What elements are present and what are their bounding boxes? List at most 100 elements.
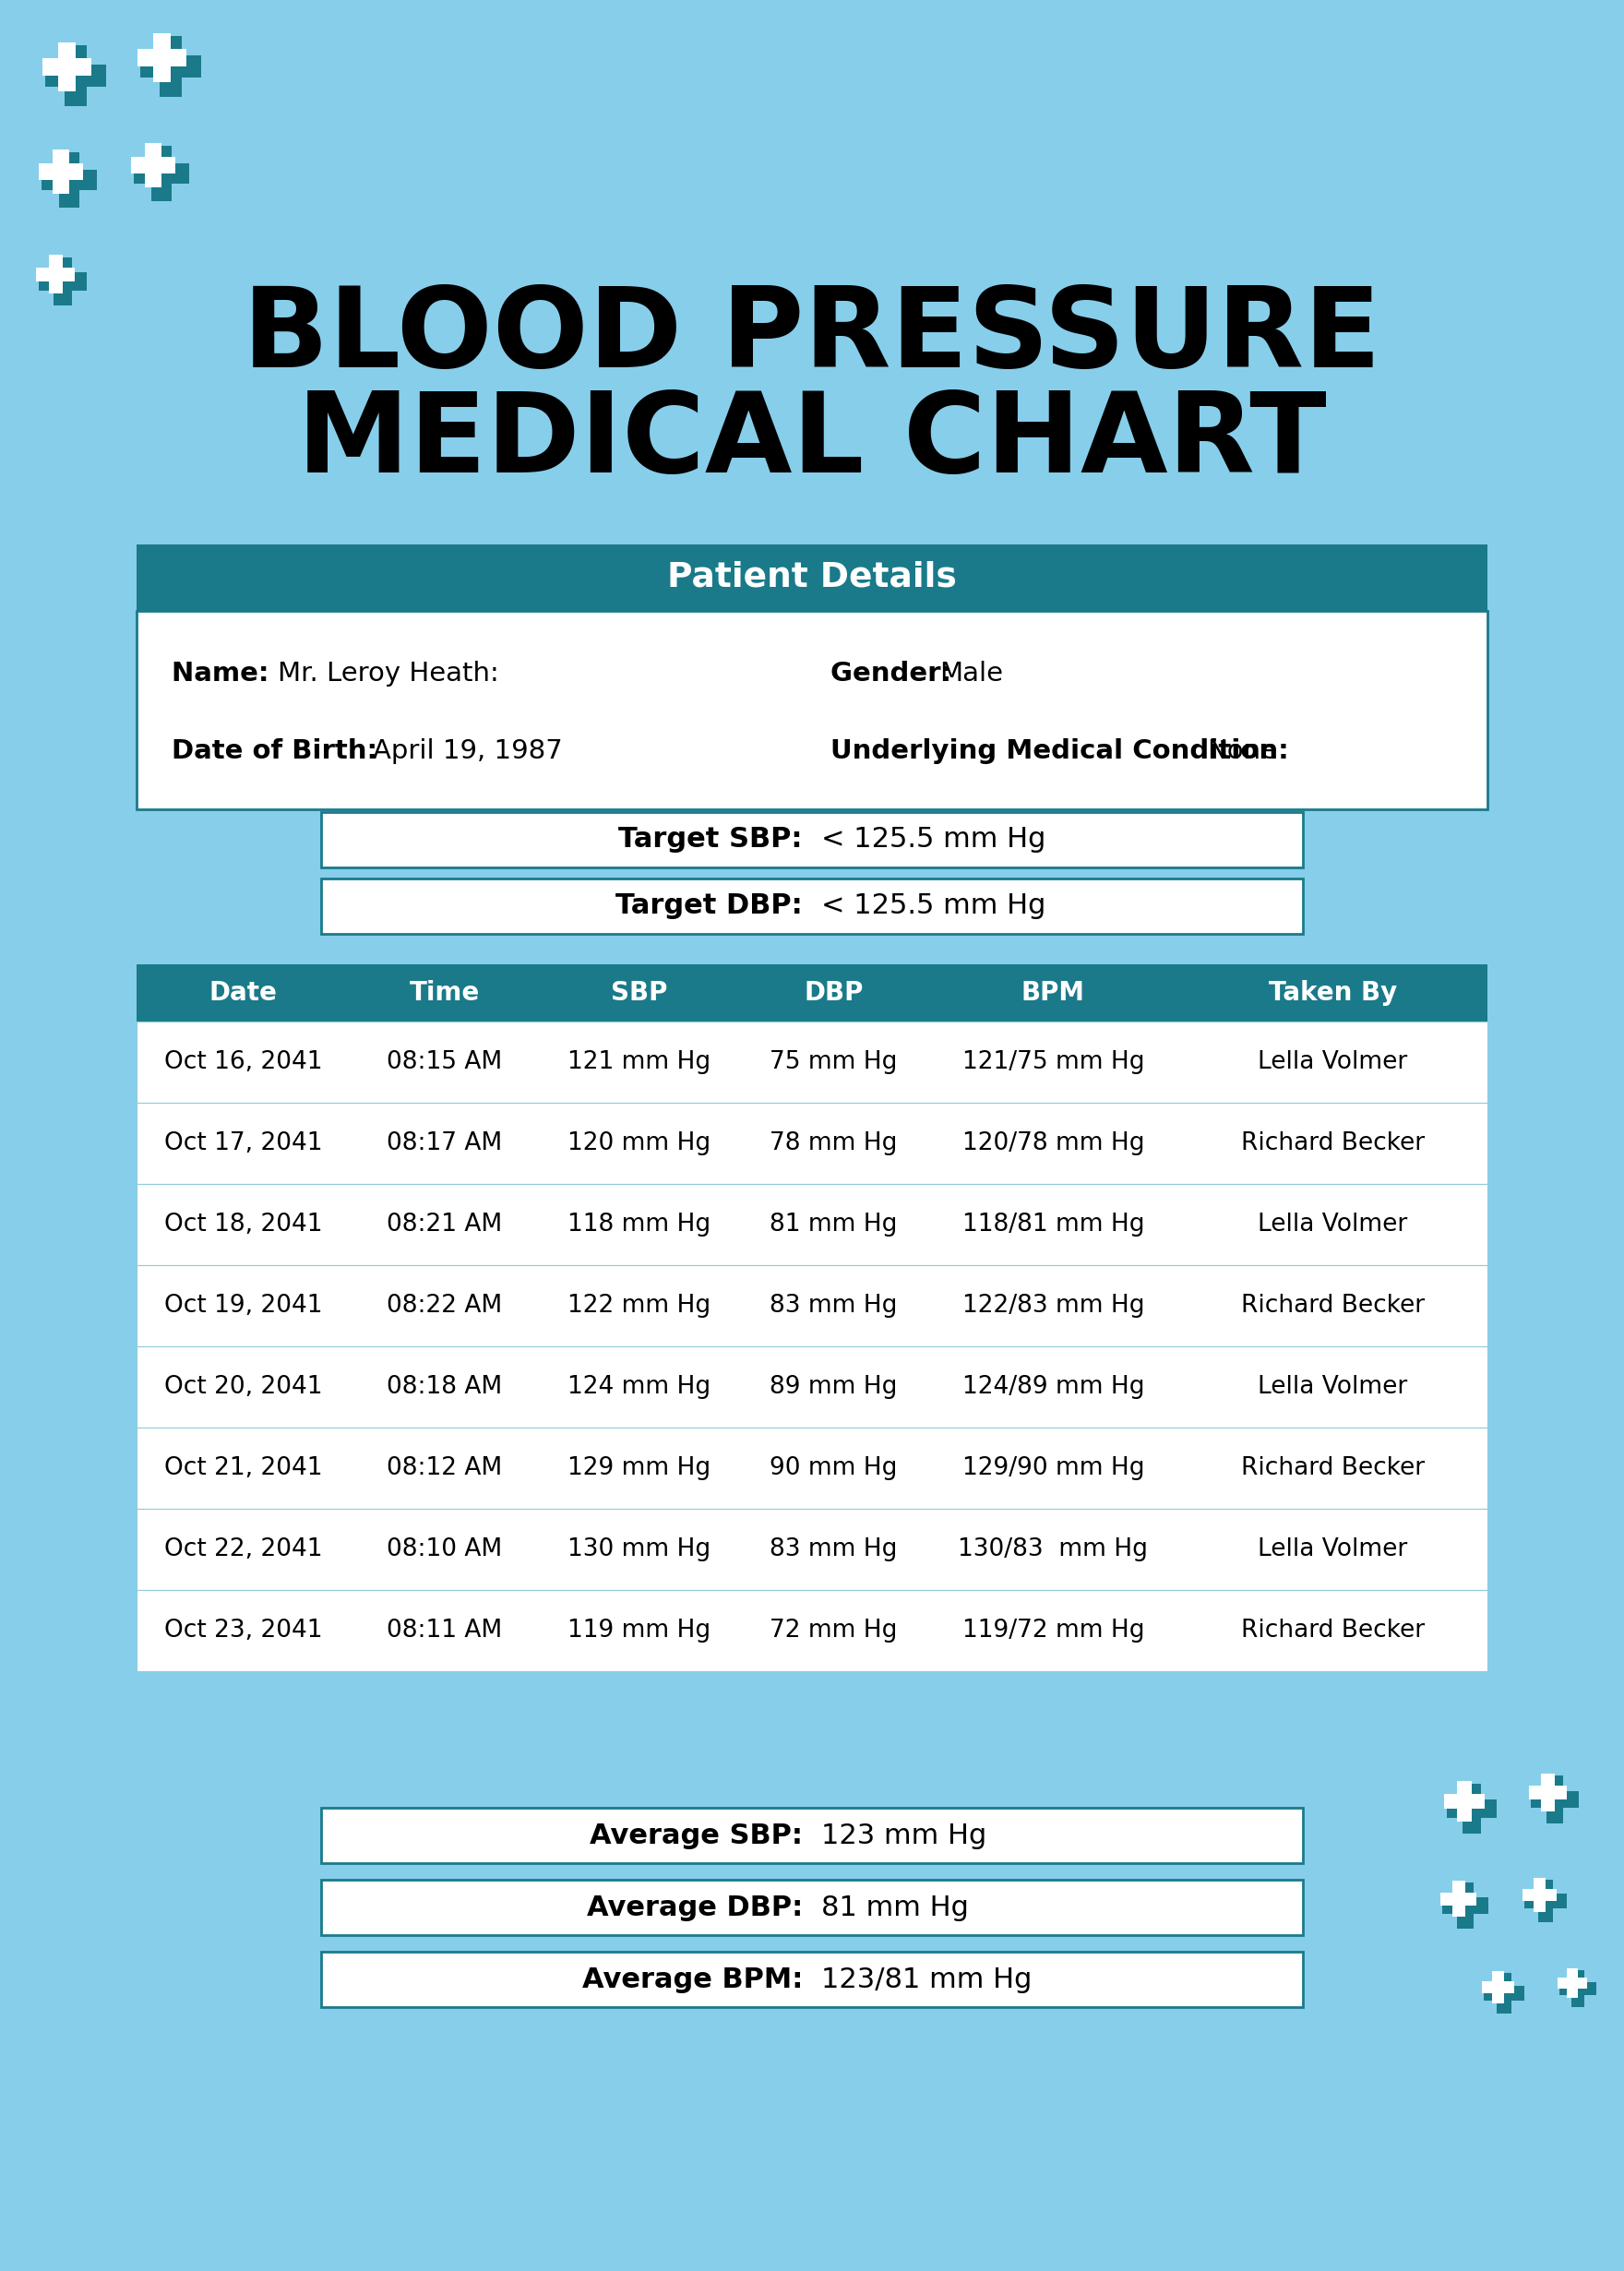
Text: 75 mm Hg: 75 mm Hg xyxy=(770,1049,898,1074)
Text: Oct 16, 2041: Oct 16, 2041 xyxy=(164,1049,323,1074)
Text: 122/83 mm Hg: 122/83 mm Hg xyxy=(961,1294,1145,1317)
Text: Oct 22, 2041: Oct 22, 2041 xyxy=(164,1537,323,1562)
Text: 130 mm Hg: 130 mm Hg xyxy=(567,1537,711,1562)
Bar xyxy=(1541,1774,1554,1812)
Bar xyxy=(322,813,1302,868)
Text: Target DBP:: Target DBP: xyxy=(615,893,802,920)
Text: Richard Becker: Richard Becker xyxy=(1241,1294,1424,1317)
Text: BPM: BPM xyxy=(1021,981,1085,1006)
Text: Oct 18, 2041: Oct 18, 2041 xyxy=(164,1213,323,1235)
Text: Name:: Name: xyxy=(172,661,287,686)
Bar xyxy=(1538,1880,1553,1921)
Text: 72 mm Hg: 72 mm Hg xyxy=(770,1619,898,1642)
Text: SBP: SBP xyxy=(611,981,667,1006)
Text: Richard Becker: Richard Becker xyxy=(1241,1456,1424,1481)
Bar xyxy=(45,64,106,86)
Text: Oct 19, 2041: Oct 19, 2041 xyxy=(164,1294,323,1317)
Text: Oct 20, 2041: Oct 20, 2041 xyxy=(164,1374,323,1399)
Bar xyxy=(1559,1983,1596,1996)
Text: 78 mm Hg: 78 mm Hg xyxy=(770,1131,898,1156)
Bar xyxy=(136,1265,1488,1347)
Text: 89 mm Hg: 89 mm Hg xyxy=(770,1374,898,1399)
Text: 129 mm Hg: 129 mm Hg xyxy=(567,1456,711,1481)
Bar xyxy=(322,1808,1302,1862)
Bar xyxy=(39,164,83,179)
Text: Oct 23, 2041: Oct 23, 2041 xyxy=(164,1619,323,1642)
Text: Richard Becker: Richard Becker xyxy=(1241,1619,1424,1642)
Bar xyxy=(136,1428,1488,1508)
Text: 119 mm Hg: 119 mm Hg xyxy=(567,1619,711,1642)
Bar xyxy=(58,152,80,207)
Text: 83 mm Hg: 83 mm Hg xyxy=(770,1537,898,1562)
Text: Patient Details: Patient Details xyxy=(667,561,957,595)
Bar xyxy=(136,1508,1488,1590)
Text: April 19, 1987: April 19, 1987 xyxy=(374,738,562,763)
Text: Oct 21, 2041: Oct 21, 2041 xyxy=(164,1456,323,1481)
Text: 08:11 AM: 08:11 AM xyxy=(387,1619,502,1642)
Text: 08:17 AM: 08:17 AM xyxy=(387,1131,502,1156)
Bar xyxy=(1452,1880,1465,1917)
Text: 81 mm Hg: 81 mm Hg xyxy=(770,1213,898,1235)
Bar xyxy=(132,157,175,173)
Bar xyxy=(153,34,171,82)
Bar xyxy=(140,55,201,77)
Text: 08:12 AM: 08:12 AM xyxy=(387,1456,502,1481)
Text: None: None xyxy=(1207,738,1276,763)
Bar xyxy=(1525,1894,1567,1908)
Bar xyxy=(39,273,88,291)
Bar xyxy=(322,1951,1302,2008)
Text: Lella Volmer: Lella Volmer xyxy=(1259,1213,1408,1235)
Text: 118 mm Hg: 118 mm Hg xyxy=(567,1213,711,1235)
Bar xyxy=(322,1880,1302,1935)
Bar xyxy=(1484,1985,1525,2001)
Text: DBP: DBP xyxy=(804,981,864,1006)
Text: Target SBP:: Target SBP: xyxy=(619,827,802,854)
Text: Lella Volmer: Lella Volmer xyxy=(1259,1049,1408,1074)
Text: Oct 17, 2041: Oct 17, 2041 xyxy=(164,1131,323,1156)
Text: Lella Volmer: Lella Volmer xyxy=(1259,1537,1408,1562)
Bar xyxy=(1567,1969,1579,1998)
Bar xyxy=(136,1104,1488,1183)
Text: < 125.5 mm Hg: < 125.5 mm Hg xyxy=(822,827,1046,854)
Text: MEDICAL CHART: MEDICAL CHART xyxy=(297,386,1327,495)
Bar xyxy=(1570,1969,1585,2008)
Bar xyxy=(159,36,182,98)
Bar xyxy=(136,1590,1488,1671)
Bar xyxy=(1447,1799,1497,1817)
Bar xyxy=(1492,1971,1504,2003)
Bar xyxy=(1522,1889,1556,1901)
Bar xyxy=(42,170,97,191)
Text: Date: Date xyxy=(209,981,278,1006)
Text: Underlying Medical Condition:: Underlying Medical Condition: xyxy=(830,738,1307,763)
Text: 129/90 mm Hg: 129/90 mm Hg xyxy=(961,1456,1145,1481)
Text: 120 mm Hg: 120 mm Hg xyxy=(567,1131,711,1156)
Bar xyxy=(65,45,86,107)
Bar xyxy=(49,254,63,293)
Bar xyxy=(151,145,172,202)
Text: 122 mm Hg: 122 mm Hg xyxy=(567,1294,711,1317)
Text: Male: Male xyxy=(939,661,1004,686)
Bar xyxy=(1457,1780,1471,1821)
Bar xyxy=(1557,1978,1587,1989)
Bar xyxy=(1531,1792,1579,1808)
Text: 120/78 mm Hg: 120/78 mm Hg xyxy=(961,1131,1145,1156)
Bar xyxy=(136,545,1488,611)
Bar xyxy=(1481,1980,1514,1994)
Bar xyxy=(1442,1896,1488,1914)
Text: Date of Birth:: Date of Birth: xyxy=(172,738,396,763)
Text: Average DBP:: Average DBP: xyxy=(586,1894,802,1921)
Text: Average SBP:: Average SBP: xyxy=(590,1821,802,1849)
Text: 123/81 mm Hg: 123/81 mm Hg xyxy=(822,1967,1031,1992)
Bar xyxy=(145,143,161,188)
Text: Mr. Leroy Heath:: Mr. Leroy Heath: xyxy=(278,661,499,686)
Text: < 125.5 mm Hg: < 125.5 mm Hg xyxy=(822,893,1046,920)
Text: 08:21 AM: 08:21 AM xyxy=(387,1213,502,1235)
Text: Gender:: Gender: xyxy=(830,661,970,686)
Text: 83 mm Hg: 83 mm Hg xyxy=(770,1294,898,1317)
Bar xyxy=(1457,1883,1473,1928)
Text: 121 mm Hg: 121 mm Hg xyxy=(567,1049,711,1074)
Bar xyxy=(138,48,187,66)
Bar xyxy=(54,257,71,307)
Text: Richard Becker: Richard Becker xyxy=(1241,1131,1424,1156)
Bar xyxy=(1463,1783,1481,1835)
